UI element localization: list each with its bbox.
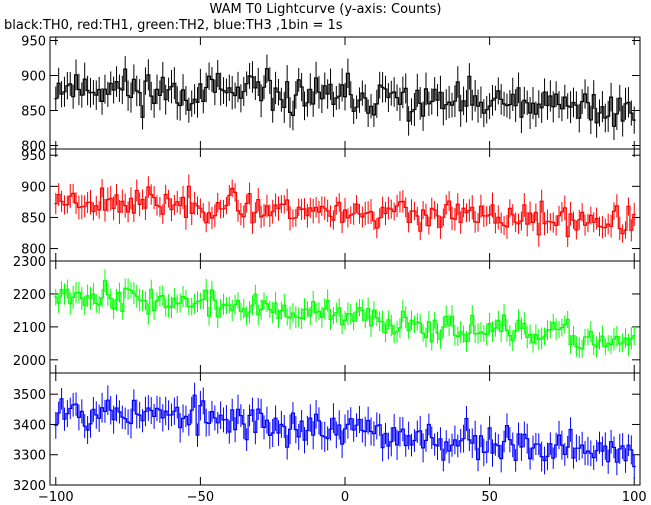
panel-2-ytick-label: 2300 (13, 255, 46, 270)
series-TH1 (54, 174, 636, 247)
panel-0-ytick-label: 800 (21, 140, 46, 155)
series-line-TH1 (54, 185, 636, 238)
panel-3-ytick-label: 3200 (13, 479, 46, 494)
panel-1-ytick-label: 850 (21, 211, 46, 226)
series-TH2 (54, 269, 636, 359)
chart-subtitle: black:TH0, red:TH1, green:TH2, blue:TH3 … (4, 18, 343, 33)
panel-3-ytick-label: 3300 (13, 449, 46, 464)
xtick-label: 100 (622, 490, 647, 505)
panel-0-ytick-label: 900 (21, 70, 46, 85)
panel-1-ytick-label: 800 (21, 243, 46, 258)
panel-3-ytick-label: 3400 (13, 418, 46, 433)
series-TH3 (54, 382, 636, 479)
xtick-label: 0 (341, 490, 349, 505)
series-line-TH2 (54, 280, 636, 350)
xtick-label: 50 (481, 490, 498, 505)
panel-1-ytick-label: 900 (21, 180, 46, 195)
panel-0-ytick-label: 850 (21, 105, 46, 120)
series-line-TH0 (54, 68, 636, 127)
chart-title: WAM T0 Lightcurve (y-axis: Counts) (209, 2, 442, 17)
xtick-label: −50 (187, 490, 214, 505)
panel-2-ytick-label: 2100 (13, 321, 46, 336)
series-line-TH3 (54, 394, 636, 468)
series-TH0 (54, 54, 636, 141)
panel-0-ytick-label: 950 (21, 35, 46, 50)
panel-1-ytick-label: 950 (21, 149, 46, 164)
panel-3-ytick-label: 3500 (13, 388, 46, 403)
panel-2-ytick-label: 2000 (13, 354, 46, 369)
xtick-label: −100 (38, 490, 74, 505)
panel-2-ytick-label: 2200 (13, 288, 46, 303)
